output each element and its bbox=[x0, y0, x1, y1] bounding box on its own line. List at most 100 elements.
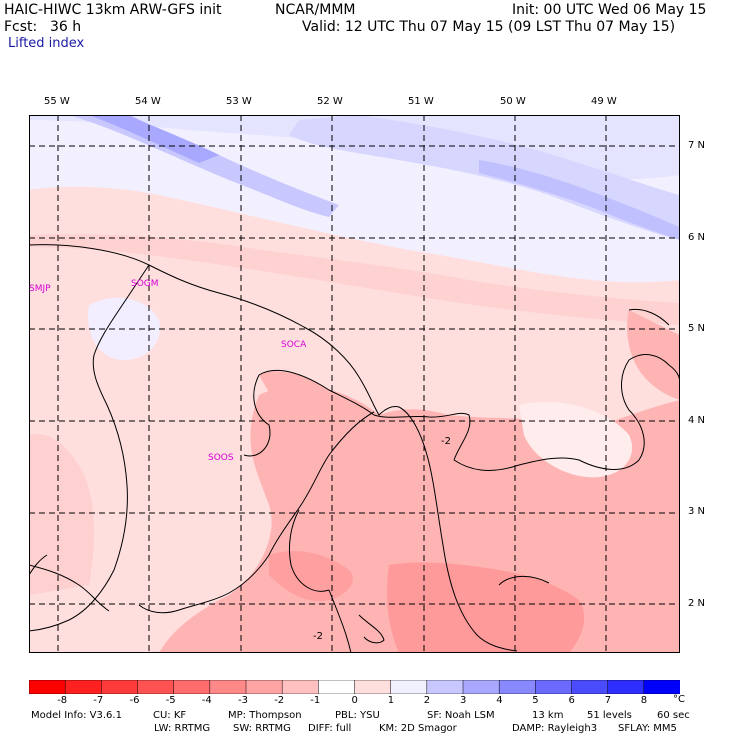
lat-label: 3 N bbox=[688, 506, 706, 517]
contour bbox=[243, 374, 271, 457]
lon-label: 51 W bbox=[408, 96, 434, 107]
field-band bbox=[89, 115, 219, 163]
colorbar-swatch bbox=[390, 680, 428, 694]
colorbar-swatch bbox=[101, 680, 139, 694]
lat-label: 4 N bbox=[688, 415, 706, 426]
colorbar-tick: 7 bbox=[604, 695, 612, 706]
colorbar-tick: -6 bbox=[129, 695, 140, 706]
lat-label: 5 N bbox=[688, 323, 706, 334]
colorbar-tick: 5 bbox=[532, 695, 539, 706]
colorbar-tick: -7 bbox=[93, 695, 104, 706]
footer-item: PBL: YSU bbox=[335, 710, 380, 721]
colorbar-tick: 2 bbox=[423, 695, 431, 706]
colorbar-swatch bbox=[498, 680, 537, 694]
colorbar-swatch bbox=[281, 680, 320, 694]
colorbar-tick-labels: -8 -7 -6 -5 -4 -3 -2 -1 0 1 2 3 4 5 6 7 8 bbox=[29, 695, 689, 707]
footer-item: DIFF: full bbox=[308, 723, 352, 734]
lon-label: 54 W bbox=[135, 96, 161, 107]
footer-item: KM: 2D Smagor bbox=[379, 723, 457, 734]
footer-item: SW: RRTMG bbox=[233, 723, 291, 734]
organization: NCAR/MMM bbox=[275, 2, 356, 18]
field-band bbox=[259, 371, 369, 435]
lon-label: 50 W bbox=[500, 96, 526, 107]
colorbar-tick: -3 bbox=[238, 695, 248, 706]
colorbar-tick: 3 bbox=[460, 695, 467, 706]
lat-label: 6 N bbox=[688, 232, 706, 243]
coastline bbox=[29, 244, 518, 652]
footer-item: LW: RRTMG bbox=[154, 723, 211, 734]
footer-item: 13 km bbox=[532, 710, 564, 721]
footer-item: 60 sec bbox=[657, 710, 690, 721]
colorbar-swatch bbox=[137, 680, 175, 694]
colorbar-swatch bbox=[571, 680, 609, 694]
footer-item: DAMP: Rayleigh3 bbox=[512, 723, 598, 734]
field-band bbox=[479, 160, 680, 240]
lifted-index-map bbox=[29, 115, 680, 653]
colorbar-tick: -2 bbox=[274, 695, 285, 706]
contour bbox=[288, 509, 330, 592]
contour-label: -2 bbox=[313, 631, 323, 642]
contour bbox=[628, 308, 670, 326]
station-label: SOCA bbox=[281, 340, 307, 350]
footer-item: SFLAY: MM5 bbox=[618, 723, 677, 734]
border bbox=[138, 411, 375, 614]
footer-line-2: LW: RRTMG SW: RRTMG DIFF: full KM: 2D Sm… bbox=[0, 724, 740, 736]
colorbar-tick: -8 bbox=[57, 695, 68, 706]
forecast-label: Fcst: bbox=[4, 19, 38, 35]
colorbar-tick: -4 bbox=[201, 695, 212, 706]
contour bbox=[621, 354, 680, 461]
colorbar-swatch bbox=[209, 680, 247, 694]
colorbar-swatch bbox=[64, 680, 103, 694]
colorbar-swatch bbox=[643, 680, 680, 694]
contour bbox=[358, 614, 385, 644]
lon-label: 52 W bbox=[317, 96, 343, 107]
colorbar-swatch bbox=[354, 680, 392, 694]
field-band bbox=[29, 434, 94, 595]
model-title: HAIC-HIWC 13km ARW-GFS init bbox=[4, 2, 222, 18]
valid-time: Valid: 12 UTC Thu 07 May 15 (09 LST Thu … bbox=[302, 19, 676, 35]
map-border bbox=[29, 115, 680, 653]
contour bbox=[453, 457, 640, 471]
lat-label: 2 N bbox=[688, 598, 706, 609]
colorbar bbox=[29, 680, 680, 694]
footer-line-1: Model Info: V3.6.1 CU: KF MP: Thompson P… bbox=[0, 711, 740, 723]
init-time: Init: 00 UTC Wed 06 May 15 bbox=[512, 2, 707, 18]
contour bbox=[373, 412, 471, 461]
colorbar-tick: 1 bbox=[387, 695, 395, 706]
graticule bbox=[29, 115, 680, 653]
forecast-hours: 36 h bbox=[50, 19, 82, 35]
station-label: SOGM bbox=[131, 279, 159, 289]
field-band bbox=[289, 115, 680, 240]
lon-label: 55 W bbox=[44, 96, 70, 107]
border bbox=[29, 554, 48, 576]
lon-label: 53 W bbox=[226, 96, 252, 107]
lon-label: 49 W bbox=[591, 96, 617, 107]
footer-item: MP: Thompson bbox=[228, 710, 302, 721]
colorbar-swatch bbox=[607, 680, 645, 694]
footer-item: CU: KF bbox=[153, 710, 187, 721]
field-band bbox=[627, 310, 680, 400]
colorbar-unit: °C bbox=[673, 694, 685, 705]
colorbar-tick: -1 bbox=[310, 695, 321, 706]
colorbar-swatch bbox=[535, 680, 573, 694]
colorbar-swatch bbox=[245, 680, 283, 694]
colorbar-swatch bbox=[426, 680, 464, 694]
lat-label: 7 N bbox=[688, 140, 706, 151]
field-band bbox=[387, 562, 585, 653]
station-label: SMJP bbox=[29, 284, 51, 294]
field-band bbox=[29, 234, 680, 325]
colorbar-tick: 6 bbox=[568, 695, 575, 706]
contour-label: -2 bbox=[441, 436, 451, 447]
colorbar-swatch bbox=[462, 680, 500, 694]
colorbar-tick: 8 bbox=[640, 695, 648, 706]
station-label: SOOS bbox=[208, 453, 234, 463]
footer-item: SF: Noah LSM bbox=[427, 710, 495, 721]
colorbar-swatch bbox=[29, 680, 66, 694]
field-name: Lifted index bbox=[8, 36, 85, 51]
colorbar-swatch bbox=[318, 680, 356, 694]
colorbar-tick: -5 bbox=[165, 695, 176, 706]
colorbar-tick: 4 bbox=[496, 695, 503, 706]
colorbar-tick: 0 bbox=[351, 695, 358, 706]
field-band bbox=[69, 115, 339, 217]
footer-item: Model Info: V3.6.1 bbox=[31, 710, 122, 721]
